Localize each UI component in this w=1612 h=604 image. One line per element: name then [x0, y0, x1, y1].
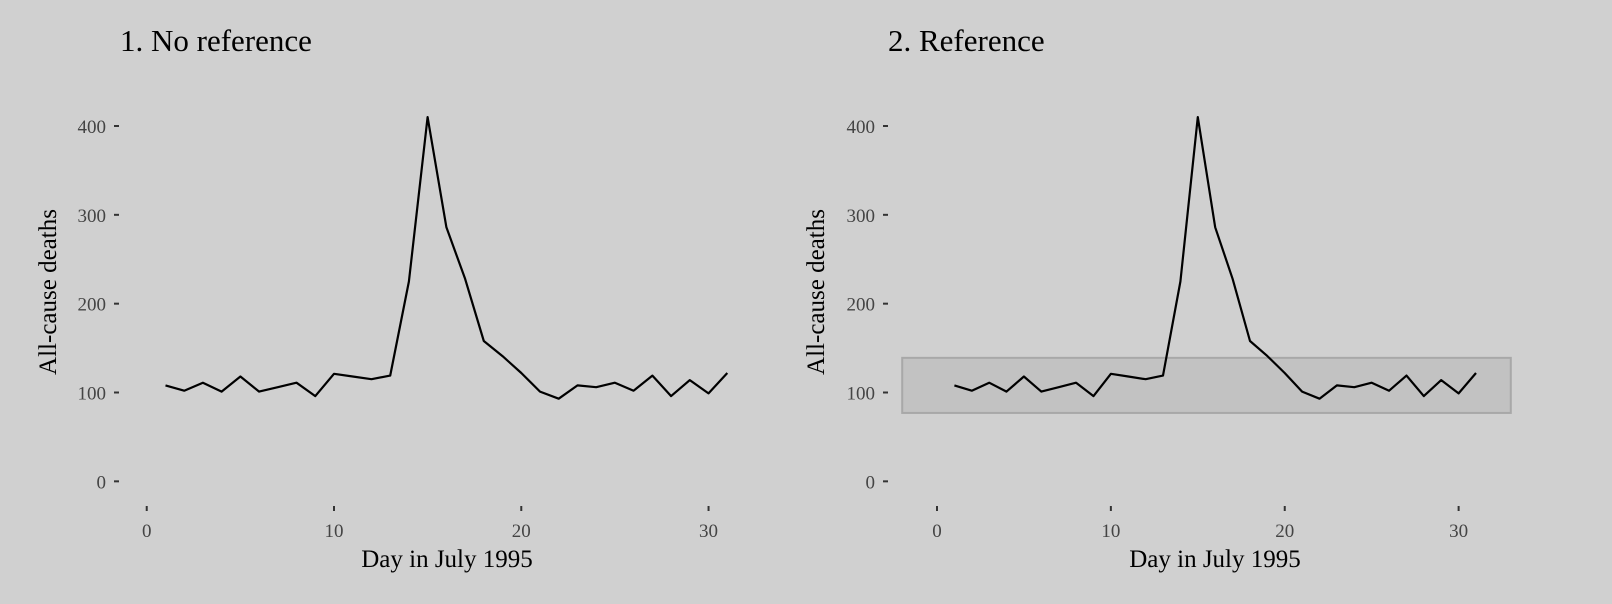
axes: 0 100 200 300 400 0 10 20 30 — [847, 117, 1469, 542]
x-tick-label: 30 — [1449, 521, 1468, 542]
x-tick-label: 20 — [1275, 521, 1294, 542]
y-tick-label: 200 — [78, 295, 107, 316]
y-tick-label: 300 — [78, 206, 107, 227]
x-axis-label: Day in July 1995 — [1129, 546, 1301, 573]
x-tick-label: 20 — [512, 521, 531, 542]
chart-title: 2. Reference — [888, 23, 1045, 58]
x-tick-label: 10 — [1101, 521, 1120, 542]
y-axis-label: All-cause deaths — [35, 209, 62, 375]
reference-band — [901, 356, 1512, 414]
y-tick-label: 100 — [847, 384, 876, 405]
x-tick-label: 0 — [142, 521, 152, 542]
plot-area — [165, 115, 729, 400]
y-tick-label: 300 — [847, 206, 876, 227]
y-axis-label: All-cause deaths — [803, 209, 830, 375]
chart-title: 1. No reference — [120, 23, 312, 58]
y-tick-label: 400 — [78, 117, 107, 138]
y-tick-label: 0 — [866, 472, 876, 493]
series-line — [165, 115, 729, 400]
y-tick-label: 200 — [847, 295, 876, 316]
chart-panel-2: 2. Reference Day in July 1995 All-cause … — [803, 23, 1512, 573]
x-tick-label: 30 — [699, 521, 718, 542]
x-tick-label: 0 — [932, 521, 942, 542]
y-tick-label: 400 — [847, 117, 876, 138]
x-tick-label: 10 — [325, 521, 344, 542]
axes: 0 100 200 300 400 0 10 20 30 — [78, 117, 719, 542]
y-tick-label: 100 — [78, 384, 107, 405]
plot-area — [901, 115, 1512, 414]
chart-panel-1: 1. No reference Day in July 1995 All-cau… — [35, 23, 729, 573]
x-axis-label: Day in July 1995 — [361, 546, 533, 573]
series-line — [954, 115, 1477, 400]
y-tick-label: 0 — [97, 472, 107, 493]
